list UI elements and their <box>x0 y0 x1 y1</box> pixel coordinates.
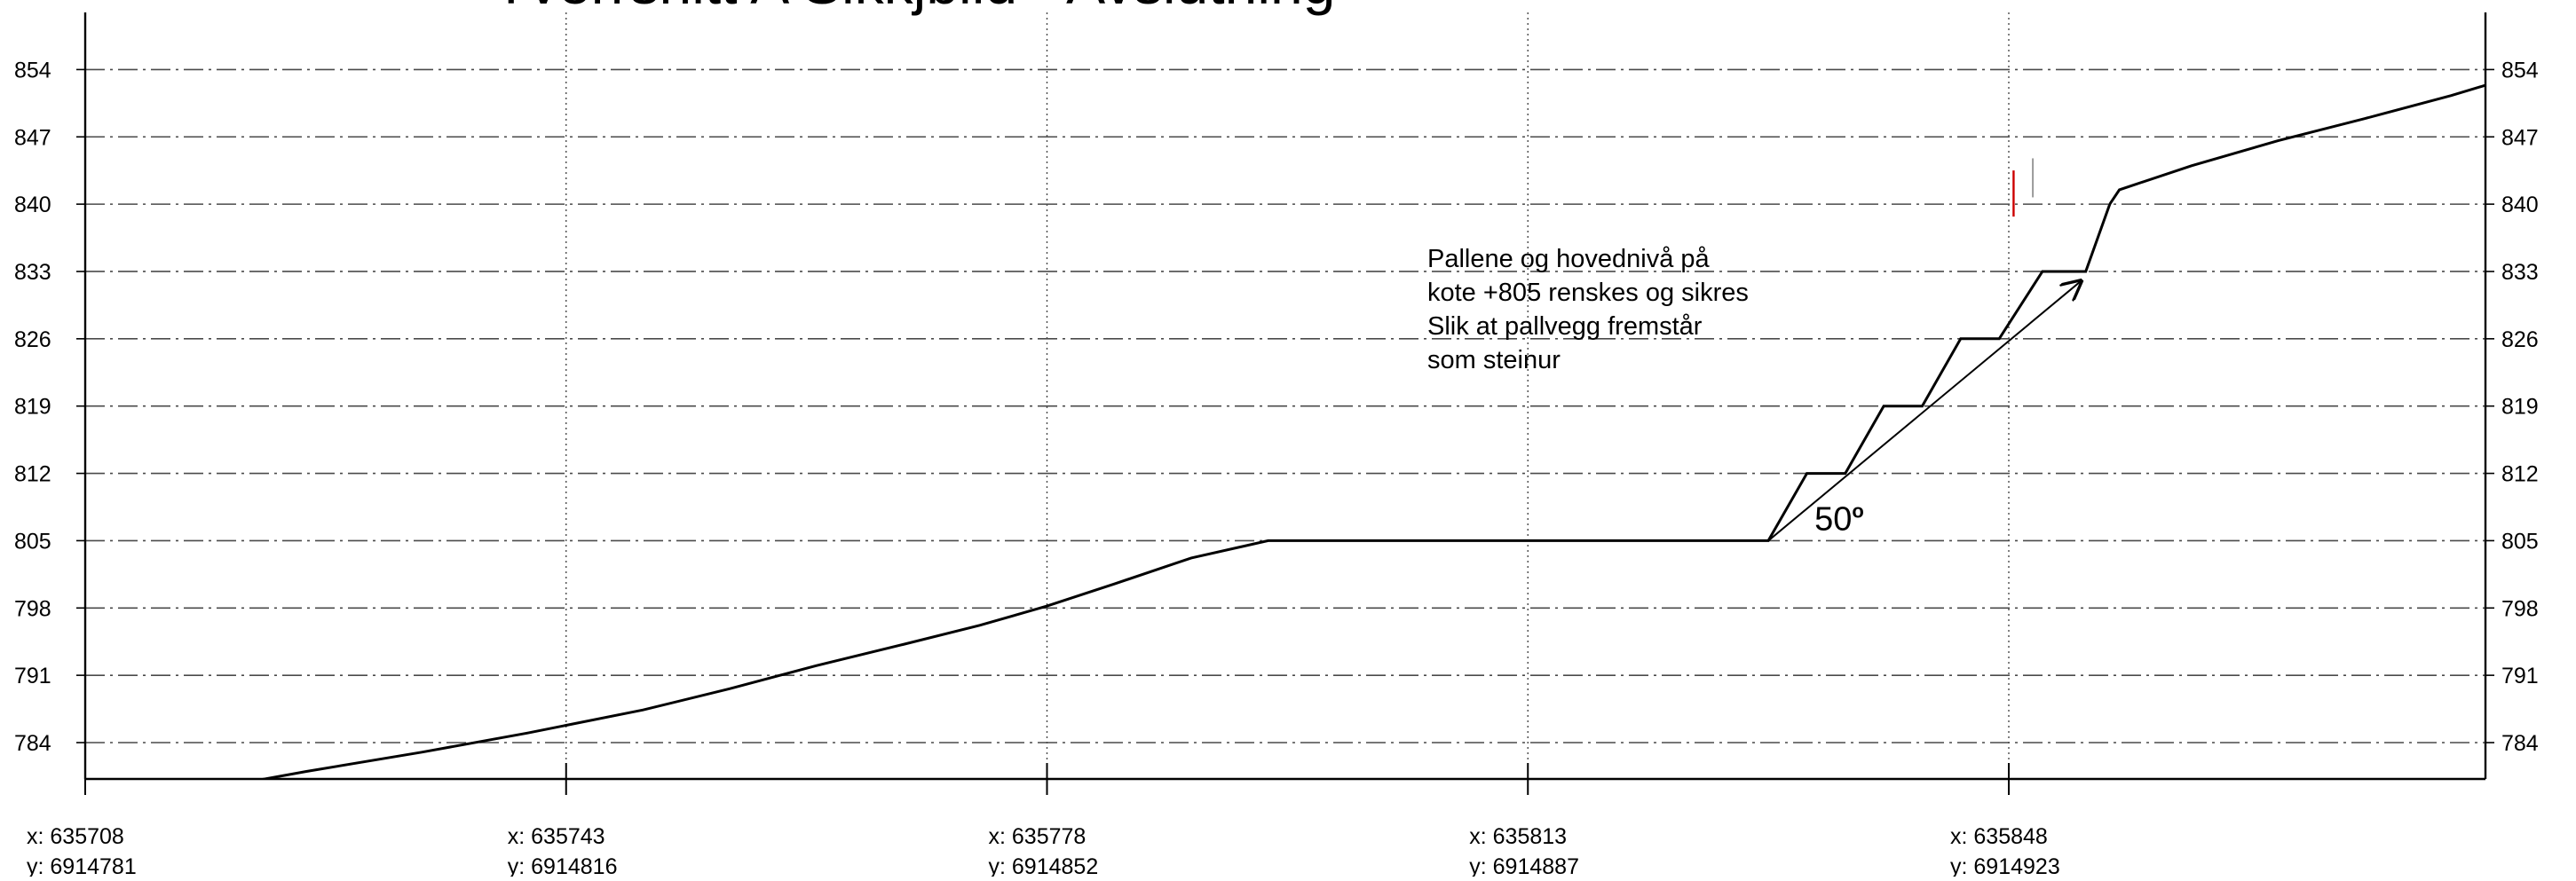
slope-angle-value: 50 <box>1814 500 1852 538</box>
y-tick-label-right: 805 <box>2501 529 2539 554</box>
x-tick-label-northing: y: 6914887 <box>1469 854 1579 877</box>
y-tick-label-left: 798 <box>14 596 51 621</box>
y-tick-label-left: 854 <box>14 58 51 83</box>
y-tick-label-right: 833 <box>2501 260 2539 285</box>
grid-layer <box>85 12 2485 779</box>
y-tick-label-left: 847 <box>14 125 51 150</box>
y-tick-label-left: 840 <box>14 193 51 217</box>
x-tick-label-easting: x: 635743 <box>508 824 605 849</box>
series-layer <box>254 7 2576 781</box>
y-tick-label-left: 784 <box>14 731 51 756</box>
y-tick-label-left: 791 <box>14 664 51 688</box>
annotation-layer: 50o Pallene og hovednivå på kote +805 rens… <box>1427 158 2081 540</box>
x-tick-label-northing: y: 6914816 <box>508 854 618 877</box>
y-tick-label-right: 784 <box>2501 731 2539 756</box>
y-tick-label-right: 826 <box>2501 327 2539 352</box>
y-tick-label-left: 819 <box>14 395 51 420</box>
y-tick-label-left: 805 <box>14 529 51 554</box>
x-tick-label-northing: y: 6914923 <box>1950 854 2060 877</box>
y-tick-label-left: 812 <box>14 462 51 487</box>
chart-title: Tverrsnitt A Sikkjbild - Avslutning <box>494 0 1336 16</box>
slope-angle-unit: o <box>1852 499 1863 522</box>
terrain-profile-line <box>254 7 2576 781</box>
y-tick-label-right: 798 <box>2501 596 2539 621</box>
label-layer: 784 784 791 791 798 798 805 805 812 812 819 819 826 8… <box>14 58 2539 877</box>
y-tick-label-left: 826 <box>14 327 51 352</box>
x-tick-label-easting: x: 635778 <box>989 824 1087 849</box>
x-tick-label-easting: x: 635813 <box>1469 824 1567 849</box>
y-tick-label-right: 812 <box>2501 462 2539 487</box>
x-tick-label-easting: x: 635848 <box>1950 824 2048 849</box>
axes-layer <box>76 12 2494 795</box>
x-tick-label-northing: y: 6914852 <box>989 854 1099 877</box>
y-tick-label-right: 847 <box>2501 125 2539 150</box>
note-line: som steinur <box>1427 346 1561 374</box>
y-tick-label-right: 819 <box>2501 395 2539 420</box>
note-line: Pallene og hovednivå på <box>1427 245 1711 273</box>
note-line: kote +805 renskes og sikres <box>1427 279 1749 307</box>
note-line: Slik at pallvegg fremstår <box>1427 312 1703 341</box>
x-tick-label-northing: y: 6914781 <box>27 854 137 877</box>
x-tick-label-easting: x: 635708 <box>27 824 124 849</box>
slope-angle-label: 50o <box>1814 499 1864 538</box>
y-tick-label-left: 833 <box>14 260 51 285</box>
y-tick-label-right: 854 <box>2501 58 2539 83</box>
y-tick-label-right: 791 <box>2501 664 2539 688</box>
y-tick-label-right: 840 <box>2501 193 2539 217</box>
